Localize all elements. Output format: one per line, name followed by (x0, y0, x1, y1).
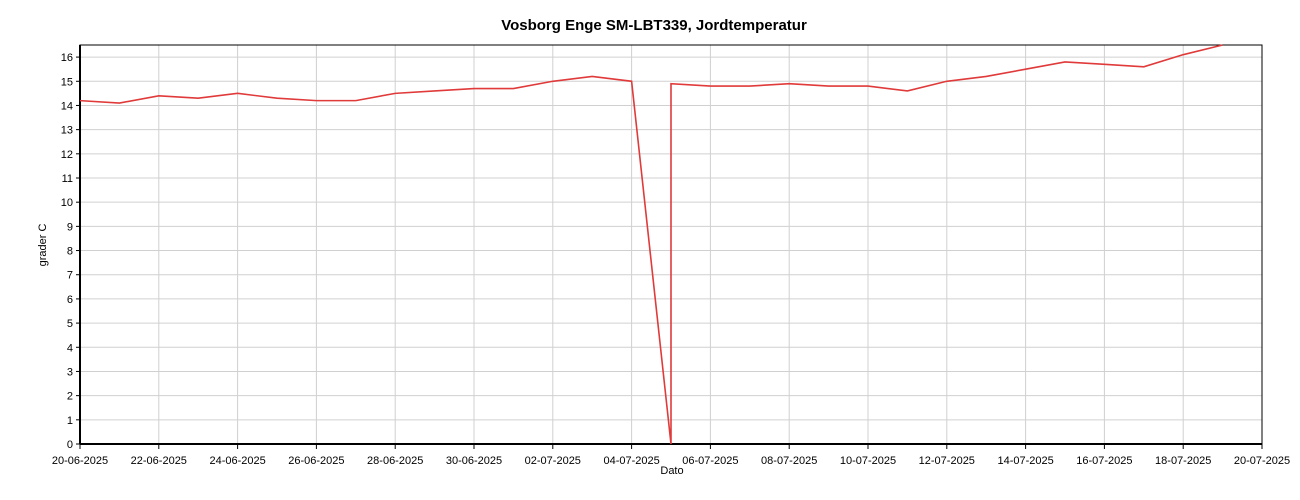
y-tick-label: 6 (67, 294, 73, 306)
y-tick-label: 1 (67, 415, 73, 427)
x-tick-label: 12-07-2025 (919, 455, 975, 467)
x-tick-label: 18-07-2025 (1155, 455, 1211, 467)
x-tick-label: 20-07-2025 (1234, 455, 1290, 467)
x-tick-label: 16-07-2025 (1076, 455, 1132, 467)
x-tick-label: 20-06-2025 (52, 455, 108, 467)
x-tick-label: 24-06-2025 (209, 455, 265, 467)
x-tick-label: 04-07-2025 (603, 455, 659, 467)
x-tick-label: 02-07-2025 (525, 455, 581, 467)
x-tick-label: 22-06-2025 (131, 455, 187, 467)
x-tick-label: 26-06-2025 (288, 455, 344, 467)
data-line (79, 44, 1223, 445)
y-tick-label: 7 (67, 270, 73, 282)
y-tick-label: 5 (67, 318, 73, 330)
x-axis-label: Dato (660, 465, 683, 477)
y-axis-label: grader C (37, 224, 49, 267)
y-tick-label: 10 (61, 197, 73, 209)
y-tick-label: 0 (67, 439, 73, 451)
x-tick-label: 28-06-2025 (367, 455, 423, 467)
y-tick-label: 15 (61, 76, 73, 88)
y-tick-label: 11 (62, 173, 73, 185)
y-tick-label: 2 (67, 391, 73, 403)
x-tick-label: 30-06-2025 (446, 455, 502, 467)
x-tick-label: 06-07-2025 (682, 455, 738, 467)
x-tick-label: 14-07-2025 (997, 455, 1053, 467)
y-tick-label: 3 (67, 366, 73, 378)
chart-title: Vosborg Enge SM-LBT339, Jordtemperatur (501, 17, 807, 34)
y-tick-label: 16 (61, 52, 73, 64)
x-tick-label: 10-07-2025 (840, 455, 896, 467)
x-tick-label: 08-07-2025 (761, 455, 817, 467)
y-tick-label: 12 (61, 149, 73, 161)
y-tick-label: 8 (67, 246, 73, 258)
y-tick-label: 13 (61, 125, 73, 137)
y-tick-label: 4 (67, 342, 73, 354)
y-tick-label: 14 (61, 100, 73, 112)
y-tick-label: 9 (67, 221, 73, 233)
